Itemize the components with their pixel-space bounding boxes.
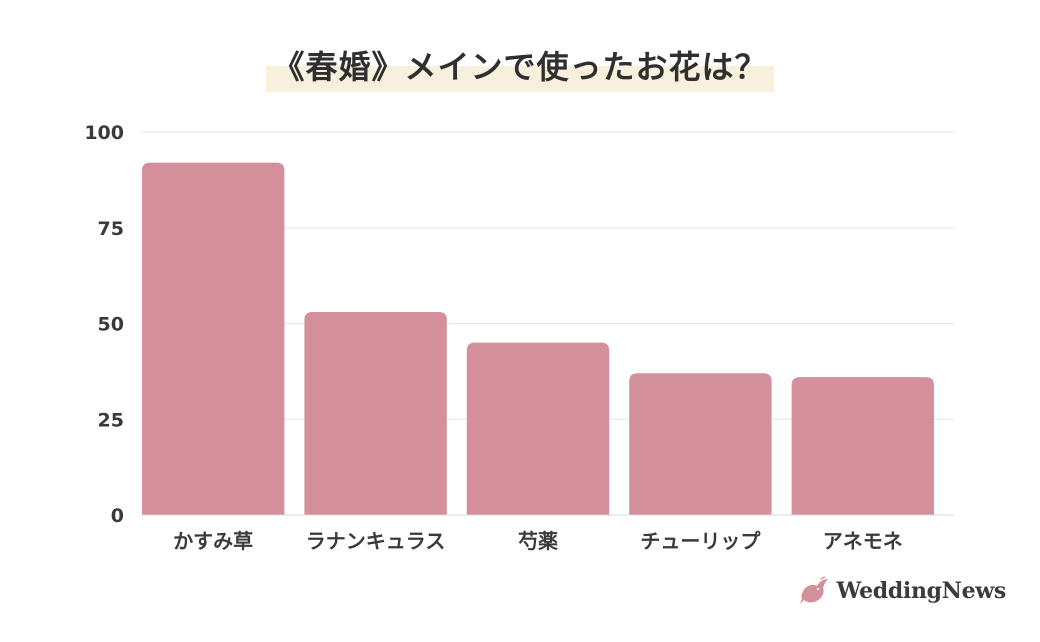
x-tick-label: アネモネ [823,529,903,553]
bar [629,373,772,515]
y-tick-label: 50 [98,314,124,336]
x-tick-label: かすみ草 [173,529,253,553]
chart-title-wrap: 《春婚》メインで使ったお花は？ [0,38,1040,92]
y-tick-label: 100 [84,122,124,144]
brand-logo: WeddingNews [798,574,1006,608]
bar [142,162,285,515]
bar [304,312,447,515]
bar [791,377,934,515]
y-tick-label: 25 [98,409,124,431]
x-tick-label: チューリップ [640,529,761,553]
brand-logo-text: WeddingNews [836,578,1006,604]
dove-icon [800,576,829,604]
x-tick-label: ラナンキュラス [306,529,446,553]
bar [466,342,610,515]
x-tick-label: 芍薬 [518,529,558,553]
y-tick-label: 75 [98,218,124,240]
y-tick-label: 0 [111,505,124,527]
chart-title: 《春婚》メインで使ったお花は？ [266,38,774,92]
